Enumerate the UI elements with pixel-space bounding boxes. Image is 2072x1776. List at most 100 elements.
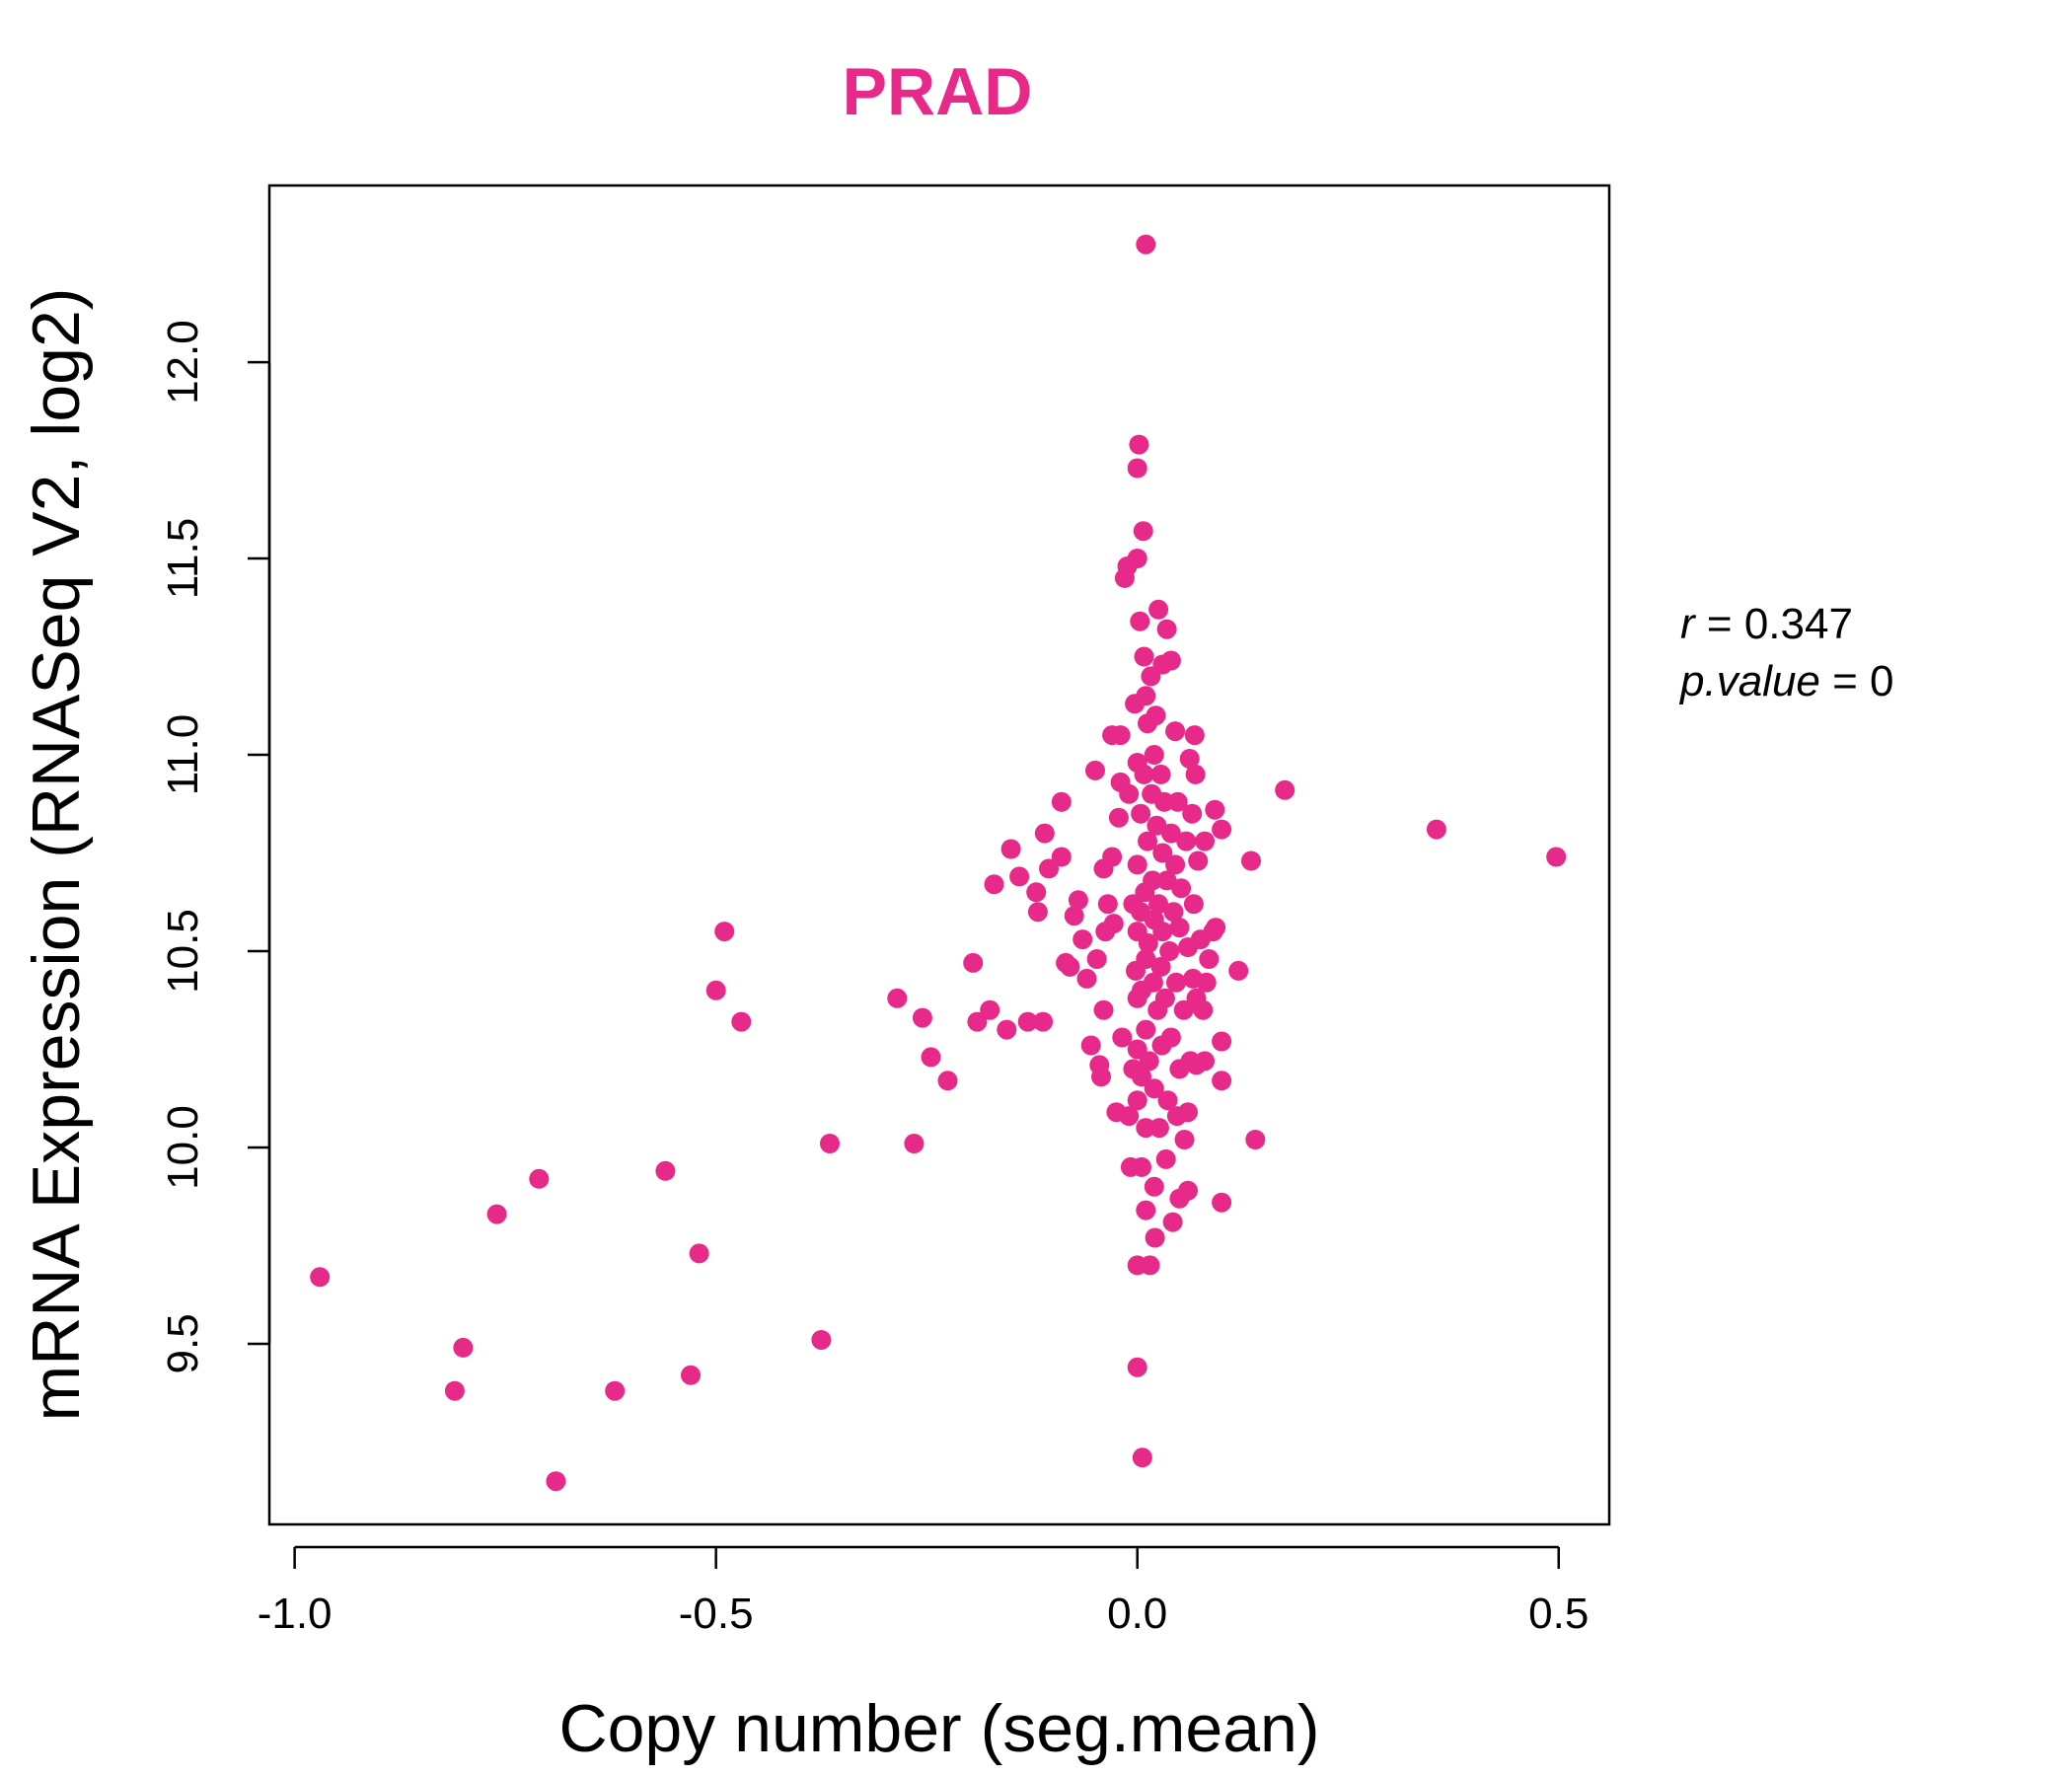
y-tick-label-0: 9.5 xyxy=(159,1313,207,1373)
data-point-92 xyxy=(1136,1020,1155,1040)
data-point-60 xyxy=(1119,784,1139,804)
data-point-8 xyxy=(681,1366,701,1385)
data-point-26 xyxy=(1009,866,1029,886)
y-tick-label-4: 11.5 xyxy=(159,518,207,599)
data-point-78 xyxy=(1130,612,1149,631)
data-point-9 xyxy=(690,1243,709,1263)
data-point-135 xyxy=(1166,973,1186,993)
data-point-115 xyxy=(1151,765,1171,784)
data-point-89 xyxy=(1136,235,1155,255)
data-point-25 xyxy=(1001,840,1021,859)
data-point-167 xyxy=(1212,820,1231,840)
data-point-7 xyxy=(655,1161,675,1181)
data-point-28 xyxy=(1026,882,1046,902)
data-point-154 xyxy=(1186,765,1206,784)
data-point-18 xyxy=(922,1047,941,1067)
data-point-172 xyxy=(1241,851,1261,871)
data-point-83 xyxy=(1132,1157,1151,1177)
data-point-23 xyxy=(985,874,1004,894)
data-point-94 xyxy=(1136,1201,1155,1221)
data-point-55 xyxy=(1111,725,1131,745)
data-point-33 xyxy=(1052,792,1072,812)
x-tick-label-3: 0.5 xyxy=(1528,1590,1589,1638)
data-point-127 xyxy=(1159,941,1179,961)
data-point-79 xyxy=(1131,804,1150,824)
y-axis-label: mRNA Expression (RNASeq V2, log2) xyxy=(19,288,94,1422)
data-point-41 xyxy=(1081,1036,1101,1056)
y-tick-label-5: 12.0 xyxy=(159,320,207,405)
data-point-176 xyxy=(1546,848,1566,867)
data-point-67 xyxy=(1128,459,1147,479)
data-point-153 xyxy=(1185,725,1205,745)
data-point-98 xyxy=(1140,1051,1159,1071)
data-point-173 xyxy=(1245,1130,1265,1149)
data-point-74 xyxy=(1128,1090,1147,1110)
data-point-131 xyxy=(1163,1213,1183,1232)
data-point-108 xyxy=(1146,1228,1165,1248)
data-point-14 xyxy=(820,1134,840,1153)
r-value: 0.347 xyxy=(1744,600,1853,648)
x-tick-label-2: 0.0 xyxy=(1107,1590,1167,1638)
data-point-109 xyxy=(1147,705,1166,725)
data-point-36 xyxy=(1060,957,1079,977)
data-point-16 xyxy=(904,1134,924,1153)
data-point-15 xyxy=(887,989,907,1008)
data-point-107 xyxy=(1145,1177,1164,1197)
data-point-19 xyxy=(938,1071,958,1090)
data-point-114 xyxy=(1149,1118,1169,1138)
data-point-34 xyxy=(1052,848,1072,867)
data-point-39 xyxy=(1073,929,1092,949)
y-axis: 9.5 10.0 10.5 11.0 11.5 12.0 xyxy=(159,320,269,1373)
data-point-170 xyxy=(1212,1193,1231,1213)
x-tick-label-1: -0.5 xyxy=(679,1590,754,1638)
data-point-123 xyxy=(1156,1149,1176,1169)
data-point-160 xyxy=(1195,832,1215,851)
data-point-4 xyxy=(529,1169,549,1189)
data-point-20 xyxy=(963,953,983,973)
data-point-171 xyxy=(1228,961,1248,981)
y-tick-label-3: 11.0 xyxy=(159,714,207,795)
data-point-22 xyxy=(980,1000,999,1020)
data-point-152 xyxy=(1184,894,1204,914)
data-point-144 xyxy=(1176,832,1196,851)
data-point-1 xyxy=(445,1381,465,1401)
data-point-87 xyxy=(1135,765,1154,784)
r-label: r xyxy=(1680,600,1697,648)
data-point-99 xyxy=(1141,1255,1160,1275)
data-point-84 xyxy=(1133,1447,1152,1467)
data-point-45 xyxy=(1091,1067,1111,1086)
data-point-150 xyxy=(1182,804,1202,824)
data-point-29 xyxy=(1028,902,1048,922)
data-point-147 xyxy=(1178,1181,1198,1201)
data-point-159 xyxy=(1193,1000,1213,1020)
data-point-141 xyxy=(1171,878,1191,898)
plot-frame xyxy=(269,185,1609,1524)
data-point-47 xyxy=(1094,1000,1114,1020)
data-point-38 xyxy=(1069,890,1088,910)
data-point-86 xyxy=(1135,647,1154,667)
data-point-112 xyxy=(1148,600,1168,620)
r-equals: = xyxy=(1707,600,1744,648)
data-point-13 xyxy=(811,1330,831,1350)
data-point-70 xyxy=(1128,854,1147,874)
data-point-165 xyxy=(1205,800,1224,820)
data-point-3 xyxy=(487,1205,507,1224)
data-point-130 xyxy=(1161,1028,1181,1048)
x-tick-label-0: -1.0 xyxy=(258,1590,333,1638)
data-point-30 xyxy=(1033,1012,1053,1032)
chart-title: PRAD xyxy=(843,54,1033,129)
data-point-143 xyxy=(1175,1130,1195,1149)
data-point-146 xyxy=(1178,1102,1198,1122)
data-point-104 xyxy=(1145,745,1164,765)
p-value-text: p.value = 0 xyxy=(1678,657,1894,705)
data-point-90 xyxy=(1136,686,1155,705)
data-point-54 xyxy=(1109,808,1129,828)
data-point-124 xyxy=(1157,620,1177,639)
data-point-128 xyxy=(1161,651,1181,671)
data-point-42 xyxy=(1085,761,1105,780)
y-tick-label-2: 10.5 xyxy=(159,909,207,994)
data-point-120 xyxy=(1152,922,1172,941)
data-point-49 xyxy=(1098,894,1118,914)
data-point-52 xyxy=(1104,914,1124,933)
